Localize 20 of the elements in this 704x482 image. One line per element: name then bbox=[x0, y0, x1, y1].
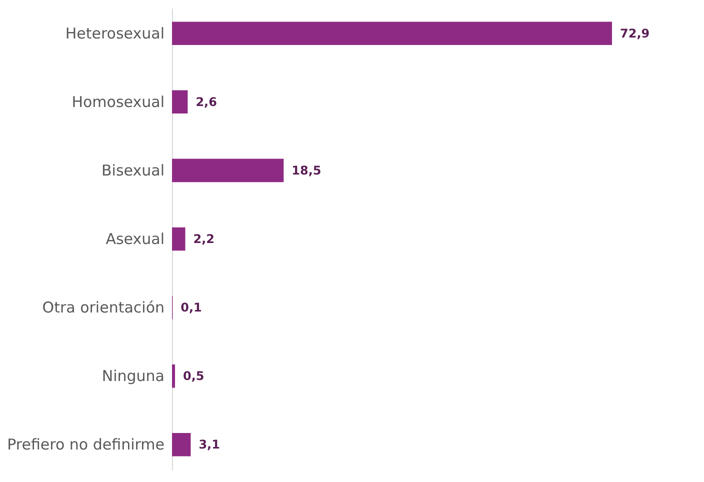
y-tick-label: Ninguna bbox=[102, 367, 164, 386]
bar bbox=[172, 158, 284, 182]
y-tick-label: Asexual bbox=[106, 230, 164, 248]
data-label: 3,1 bbox=[198, 438, 220, 452]
bar bbox=[172, 90, 188, 114]
y-tick-label: Otra orientación bbox=[42, 298, 164, 317]
data-label: 18,5 bbox=[292, 163, 322, 178]
bar bbox=[172, 432, 191, 456]
data-label: 2,6 bbox=[196, 94, 217, 109]
y-tick-label: Bisexual bbox=[102, 161, 164, 180]
bar bbox=[172, 227, 186, 251]
data-label: 72,9 bbox=[620, 26, 650, 40]
bar bbox=[172, 22, 612, 46]
y-tick-label: Homosexual bbox=[72, 92, 164, 111]
bar bbox=[172, 364, 176, 388]
data-label: 0,5 bbox=[183, 369, 204, 384]
data-label: 2,2 bbox=[193, 232, 215, 246]
data-label: 0,1 bbox=[180, 300, 202, 315]
y-tick-label: Prefiero no definirme bbox=[7, 436, 164, 454]
y-tick-label: Heterosexual bbox=[65, 24, 164, 42]
